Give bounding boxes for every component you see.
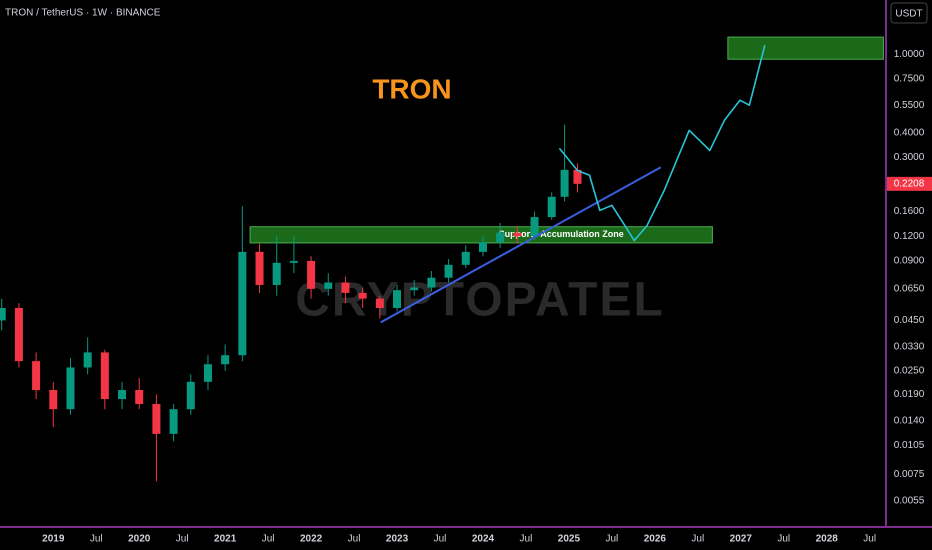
candle-body bbox=[83, 352, 92, 368]
candle-body bbox=[152, 403, 161, 434]
y-tick-label: 0.0140 bbox=[894, 415, 925, 426]
candle-body bbox=[573, 169, 582, 184]
candle-body bbox=[461, 251, 470, 265]
x-tick-label: 2026 bbox=[644, 534, 667, 545]
y-tick-label: 0.0450 bbox=[894, 315, 925, 326]
last-price-label: 0.2208 bbox=[894, 179, 925, 190]
x-tick-label: Jul bbox=[605, 534, 618, 545]
target-zone bbox=[727, 36, 884, 60]
x-tick-label: 2027 bbox=[730, 534, 753, 545]
candle-body bbox=[238, 251, 247, 356]
y-tick-label: 0.0190 bbox=[894, 389, 925, 400]
chart-title: TRON / TetherUS · 1W · BINANCE bbox=[5, 8, 161, 19]
candle-body bbox=[324, 282, 333, 289]
x-tick-label: 2023 bbox=[386, 534, 409, 545]
y-tick-label: 0.0105 bbox=[894, 440, 925, 451]
x-tick-label: 2020 bbox=[128, 534, 151, 545]
candle-body bbox=[169, 409, 178, 434]
watermark: CRYPTOPATEL bbox=[295, 274, 665, 327]
candle-body bbox=[560, 169, 569, 197]
last-price-box bbox=[887, 176, 932, 191]
candle-body bbox=[307, 260, 316, 289]
x-tick-label: 2022 bbox=[300, 534, 323, 545]
currency-box[interactable] bbox=[890, 2, 928, 24]
x-tick-label: Jul bbox=[262, 534, 275, 545]
candle-body bbox=[32, 361, 41, 391]
x-tick-label: Jul bbox=[176, 534, 189, 545]
x-tick-label: Jul bbox=[90, 534, 103, 545]
x-tick-label: Jul bbox=[348, 534, 361, 545]
y-tick-label: 1.0000 bbox=[894, 49, 925, 60]
candle-body bbox=[49, 390, 58, 410]
y-tick-label: 0.0055 bbox=[894, 495, 925, 506]
x-tick-label: Jul bbox=[863, 534, 876, 545]
x-tick-label: Jul bbox=[520, 534, 533, 545]
candle-body bbox=[427, 277, 436, 288]
candle-body bbox=[547, 196, 556, 218]
y-tick-label: 0.5500 bbox=[894, 100, 925, 111]
candle-body bbox=[393, 290, 402, 308]
y-tick-label: 0.1200 bbox=[894, 231, 925, 242]
y-tick-label: 0.0900 bbox=[894, 256, 925, 267]
candle-body bbox=[341, 282, 350, 293]
trend-line bbox=[380, 166, 662, 324]
y-tick-label: 0.3000 bbox=[894, 152, 925, 163]
candle-body bbox=[100, 352, 109, 400]
candle-body bbox=[513, 232, 522, 237]
y-tick-label: 0.0250 bbox=[894, 366, 925, 377]
zone-label: Support / Accumulation Zone bbox=[499, 229, 624, 239]
candle-body bbox=[496, 232, 505, 243]
x-tick-label: Jul bbox=[691, 534, 704, 545]
currency[interactable]: USDT bbox=[895, 9, 922, 20]
candle-body bbox=[289, 260, 298, 263]
candle-body bbox=[66, 367, 75, 410]
x-tick-label: 2025 bbox=[558, 534, 581, 545]
candle-body bbox=[478, 242, 487, 252]
candle-body bbox=[0, 307, 6, 321]
candle-body bbox=[118, 390, 127, 400]
x-tick-label: 2024 bbox=[472, 534, 495, 545]
y-tick-label: 0.0650 bbox=[894, 283, 925, 294]
x-tick-label: 2028 bbox=[816, 534, 839, 545]
projection-path bbox=[558, 45, 766, 242]
x-tick-label: Jul bbox=[434, 534, 447, 545]
candle-body bbox=[358, 292, 367, 299]
y-tick-label: 0.4000 bbox=[894, 127, 925, 138]
candle-body bbox=[410, 287, 419, 291]
y-tick-label: 0.0330 bbox=[894, 342, 925, 353]
candle-body bbox=[272, 262, 281, 285]
candle-body bbox=[530, 217, 539, 237]
x-tick-label: 2019 bbox=[42, 534, 65, 545]
candle-body bbox=[203, 364, 212, 382]
candle-body bbox=[221, 355, 230, 365]
y-tick-label: 0.0075 bbox=[894, 469, 925, 480]
candle-body bbox=[444, 264, 453, 278]
candle-body bbox=[186, 381, 195, 410]
x-tick-label: 2021 bbox=[214, 534, 237, 545]
y-tick-label: 0.7500 bbox=[894, 74, 925, 85]
candle-body bbox=[135, 390, 144, 404]
annotation: TRON bbox=[372, 73, 451, 104]
candle-body bbox=[375, 298, 384, 308]
candle-body bbox=[14, 307, 23, 362]
x-tick-label: Jul bbox=[777, 534, 790, 545]
y-tick-label: 0.1600 bbox=[894, 206, 925, 217]
candle-body bbox=[255, 251, 264, 285]
